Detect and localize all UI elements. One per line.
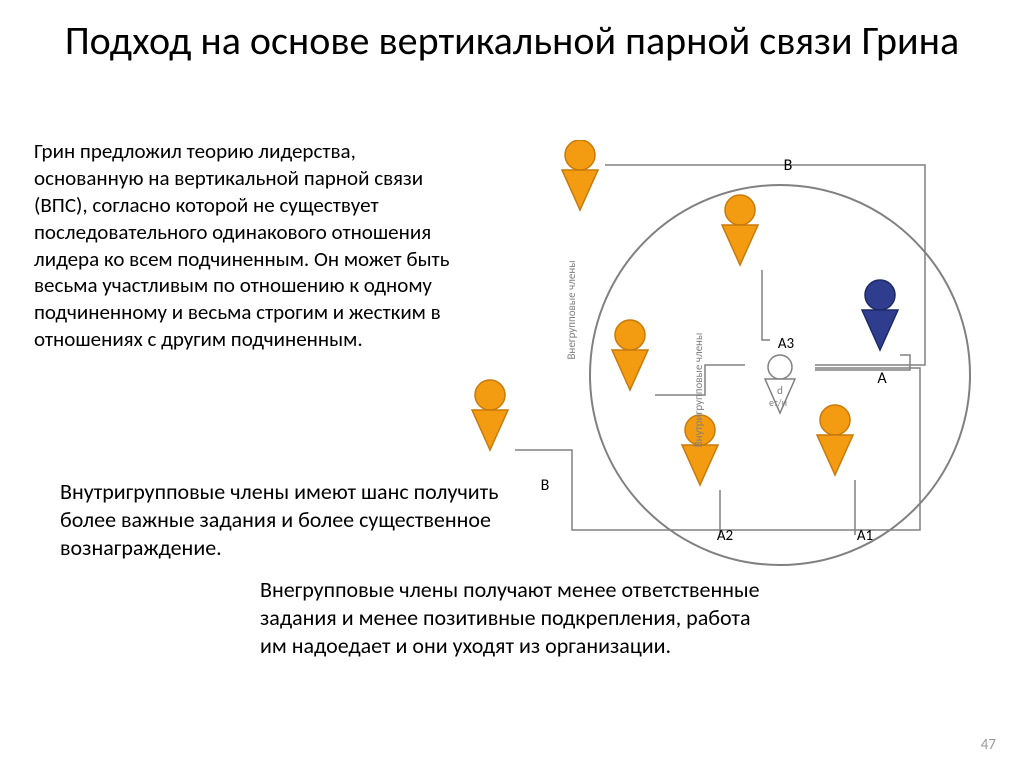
- svg-text:Внегрупповые члены: Внегрупповые члены: [565, 260, 578, 359]
- svg-text:A1: A1: [857, 527, 873, 545]
- svg-text:Внутригрупповые члены: Внутригрупповые члены: [692, 333, 705, 448]
- svg-text:A3: A3: [778, 335, 795, 353]
- paragraph-1: Грин предложил теорию лидерства, основан…: [34, 138, 454, 353]
- vdl-diagram: BBAA1A2A3dет/иВнегрупповые членыВнутригр…: [440, 140, 1010, 580]
- diagram-svg: BBAA1A2A3dет/иВнегрупповые членыВнутригр…: [440, 140, 1010, 580]
- svg-text:A2: A2: [717, 527, 733, 545]
- svg-text:B: B: [541, 476, 550, 495]
- svg-text:A: A: [877, 369, 887, 388]
- page-number: 47: [981, 736, 996, 754]
- svg-text:B: B: [784, 156, 793, 175]
- page-title: Подход на основе вертикальной парной свя…: [0, 0, 1024, 74]
- svg-text:ет/и: ет/и: [769, 396, 787, 409]
- paragraph-3: Внегрупповые члены получают менее ответс…: [260, 576, 760, 660]
